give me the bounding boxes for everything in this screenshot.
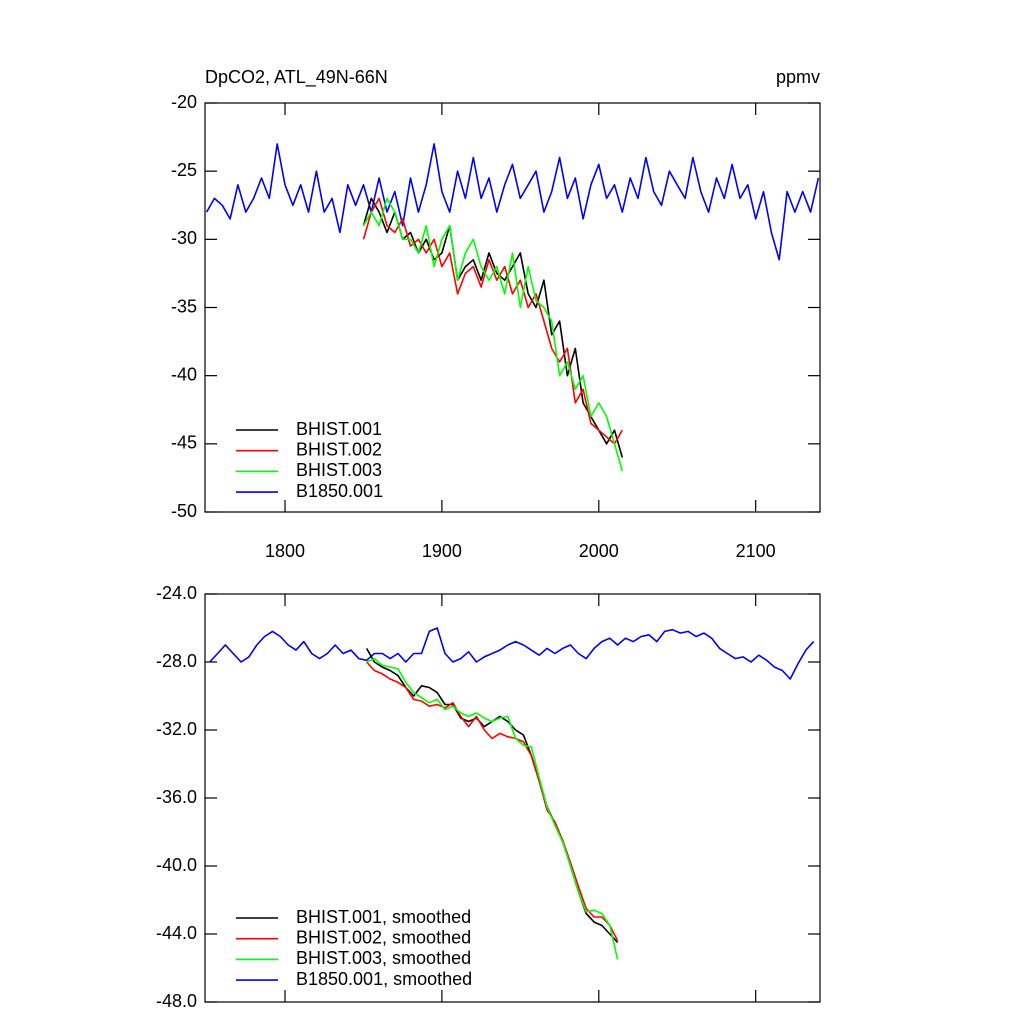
x-tick-label: 1800: [265, 541, 305, 561]
legend-label: BHIST.002: [296, 439, 382, 459]
series-line: [362, 197, 623, 445]
legend-label: BHIST.001, smoothed: [296, 907, 471, 927]
y-tick-label: -44.0: [156, 923, 197, 943]
y-tick-label: -25: [171, 160, 197, 180]
x-tick-label: 2100: [736, 541, 776, 561]
y-tick-label: -32.0: [156, 719, 197, 739]
y-tick-label: -20: [171, 92, 197, 112]
y-tick-label: -36.0: [156, 787, 197, 807]
y-tick-label: -28.0: [156, 651, 197, 671]
series-line: [209, 627, 815, 680]
legend-label: B1850.001, smoothed: [296, 969, 472, 989]
y-tick-label: -48.0: [156, 991, 197, 1011]
y-tick-label: -40.0: [156, 855, 197, 875]
legend-label: BHIST.001: [296, 419, 382, 439]
y-tick-label: -50: [171, 501, 197, 521]
y-tick-label: -45: [171, 433, 197, 453]
y-tick-label: -24.0: [156, 583, 197, 603]
y-tick-label: -40: [171, 364, 197, 384]
legend-label: BHIST.003, smoothed: [296, 948, 471, 968]
legend-label: BHIST.003: [296, 460, 382, 480]
x-tick-label: 1900: [422, 541, 462, 561]
legend-label: BHIST.002, smoothed: [296, 927, 471, 947]
series-line: [365, 648, 619, 944]
chart-title: DpCO2, ATL_49N-66N: [205, 67, 388, 88]
units-label: ppmv: [776, 67, 820, 87]
series-line: [362, 197, 624, 472]
series-line: [205, 143, 820, 261]
y-tick-label: -30: [171, 228, 197, 248]
legend-label: B1850.001: [296, 481, 383, 501]
y-tick-label: -35: [171, 296, 197, 316]
series-line: [362, 197, 624, 458]
series-line: [366, 657, 619, 960]
x-tick-label: 2000: [579, 541, 619, 561]
series-line: [366, 661, 619, 942]
